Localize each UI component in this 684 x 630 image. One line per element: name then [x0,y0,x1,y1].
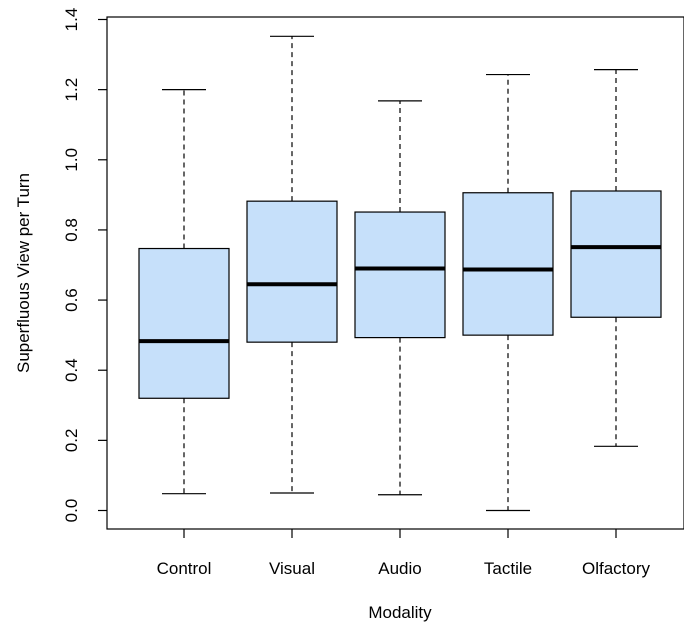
iqr-box [354,211,446,339]
y-tick-label: 0.8 [62,218,81,242]
y-tick-label: 0.2 [62,429,81,453]
x-axis-title: Modality [368,603,432,622]
x-tick-label: Control [157,559,212,578]
iqr-box [246,200,338,343]
y-tick-label: 1.0 [62,148,81,172]
x-tick-label: Visual [269,559,315,578]
box-visual [246,35,338,494]
y-tick-label: 1.4 [62,8,81,32]
y-tick-label: 0.6 [62,288,81,312]
box-olfactory [570,69,662,447]
y-axis: 0.0 0.2 0.4 0.6 0.8 1.0 1.2 1.4 [62,8,107,523]
x-tick-label: Tactile [484,559,532,578]
iqr-box [462,192,554,336]
iqr-box [138,247,230,399]
x-tick-label: Olfactory [582,559,651,578]
iqr-box [570,190,662,318]
boxes-group [138,35,662,512]
box-control [138,89,230,495]
y-axis-title: Superfluous View per Turn [14,173,33,373]
y-tick-label: 0.0 [62,499,81,523]
x-tick-label: Audio [378,559,421,578]
box-audio [354,100,446,496]
box-tactile [462,73,554,512]
y-tick-label: 0.4 [62,358,81,382]
x-axis: Control Visual Audio Tactile Olfactory [157,529,651,578]
y-tick-label: 1.2 [62,78,81,102]
plot-frame [106,16,684,530]
